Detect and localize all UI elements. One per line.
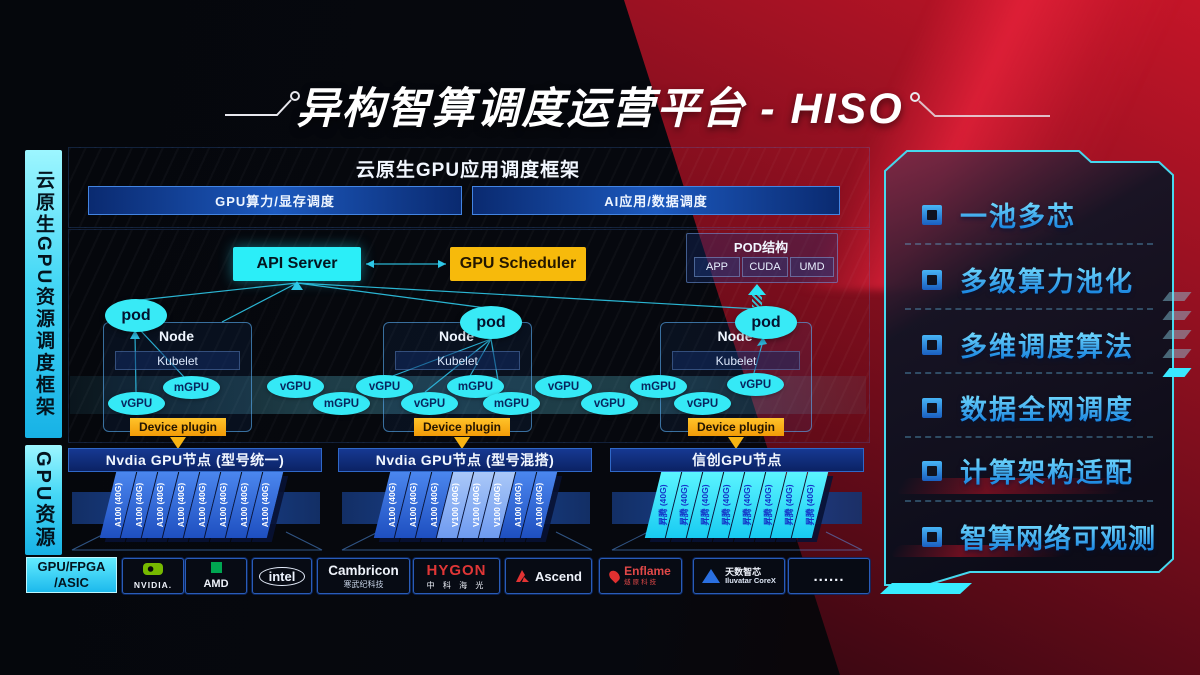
panel-accent-bar — [880, 583, 972, 594]
features-panel-frame — [884, 150, 1174, 586]
rail-gpu-resources: GPU资源 — [25, 445, 62, 555]
gpu-scheduler-box: GPU Scheduler — [450, 247, 586, 281]
gpu-group-header-3: 信创GPU节点 — [610, 448, 864, 472]
square-bullet-icon — [922, 269, 942, 290]
feature-separator — [905, 308, 1153, 310]
chip-line2: /ASIC — [54, 575, 89, 590]
device-plugin-3: Device plugin — [688, 418, 784, 436]
down-arrow-icon — [170, 437, 186, 449]
pod-structure-title: POD结构 — [733, 240, 789, 255]
pod-structure-box — [686, 233, 838, 283]
ai-app-data-scheduling-bar: AI应用/数据调度 — [472, 186, 840, 215]
feature-item: 一池多芯 — [922, 195, 1076, 234]
vendor-amd: AMD — [185, 558, 247, 594]
gpu-ellipse: mGPU — [630, 375, 687, 398]
circuit-decoration-right — [910, 92, 1050, 117]
gpu-ellipse: mGPU — [447, 375, 504, 398]
square-bullet-icon — [922, 334, 942, 355]
pod-cell-app: APP — [694, 257, 740, 277]
down-arrow-icon — [728, 437, 744, 449]
feature-item: 数据全网调度 — [922, 388, 1134, 427]
gpu-ellipse: vGPU — [108, 392, 165, 415]
kubelet-bar-1: Kubelet — [115, 351, 240, 370]
circuit-decoration-left — [225, 91, 300, 116]
pod-cell-umd: UMD — [790, 257, 834, 277]
pod-cell-cuda: CUDA — [742, 257, 788, 277]
iluvatar-triangle-icon — [702, 569, 721, 583]
vendor-intel: intel — [252, 558, 312, 594]
square-bullet-icon — [922, 397, 942, 418]
gpu-ellipse: vGPU — [267, 375, 324, 398]
pod-ellipse-1: pod — [105, 299, 167, 332]
pod-up-arrow-icon — [748, 284, 766, 295]
feature-separator — [905, 500, 1153, 502]
square-bullet-icon — [922, 460, 942, 481]
feature-separator — [905, 243, 1153, 245]
nvidia-eye-icon — [143, 562, 163, 575]
kubelet-bar-2: Kubelet — [395, 351, 520, 370]
gpu-ellipse: vGPU — [581, 392, 638, 415]
gpu-ellipse: vGPU — [727, 373, 784, 396]
vendor-more: ...... — [788, 558, 870, 594]
device-plugin-2: Device plugin — [414, 418, 510, 436]
gpu-ellipse: vGPU — [535, 375, 592, 398]
gpu-ellipse: vGPU — [401, 392, 458, 415]
pod-ellipse-3: pod — [735, 306, 797, 339]
intel-oval-logo: intel — [258, 566, 306, 586]
vendor-iluvatar: 天数智芯 Iluvatar CoreX — [693, 558, 785, 594]
device-plugin-1: Device plugin — [130, 418, 226, 436]
gpu-compute-vram-scheduling-bar: GPU算力/显存调度 — [88, 186, 462, 215]
chip-line1: GPU/FPGA — [37, 558, 106, 574]
vendor-enflame: Enflame 燧原科技 — [599, 558, 682, 594]
chip-gpu-fpga-asic: GPU/FPGA /ASIC — [26, 557, 117, 593]
down-arrow-icon — [454, 437, 470, 449]
feature-separator — [905, 372, 1153, 374]
amd-square-icon — [210, 562, 222, 573]
gpu-ellipse: vGPU — [674, 392, 731, 415]
kubelet-bar-3: Kubelet — [672, 351, 800, 370]
pod-ellipse-2: pod — [460, 306, 522, 339]
rail-cloud-native-gpu-framework: 云原生GPU资源调度框架 — [25, 150, 62, 438]
square-bullet-icon — [922, 204, 942, 225]
gpu-ellipse: vGPU — [356, 375, 413, 398]
flame-icon — [607, 568, 623, 584]
scheduler-panel-header: 云原生GPU应用调度框架 — [355, 160, 581, 181]
gpu-ellipse: mGPU — [163, 376, 220, 399]
feature-separator — [905, 436, 1153, 438]
vendor-ascend: Ascend — [505, 558, 592, 594]
pod-up-arrow-stem — [752, 295, 762, 307]
gpu-ellipse: mGPU — [313, 392, 370, 415]
page-title: 异构智算调度运营平台 - HISO — [296, 85, 904, 133]
feature-item: 智算网络可观测 — [922, 517, 1156, 556]
ascend-mark-icon — [516, 570, 530, 582]
feature-item: 计算架构适配 — [922, 451, 1134, 490]
gpu-ellipse: mGPU — [483, 392, 540, 415]
vendor-cambricon: Cambricon 寒武纪科技 — [317, 558, 410, 594]
square-bullet-icon — [922, 526, 942, 547]
feature-item: 多维调度算法 — [922, 325, 1134, 364]
vendor-nvidia: NVIDIA. — [122, 558, 184, 594]
vendor-hygon: HYGON 中 科 海 光 — [413, 558, 500, 594]
node-title-1: Node — [159, 328, 194, 344]
api-server-box: API Server — [233, 247, 361, 281]
gpu-group-header-1: Nvdia GPU节点 (型号统一) — [68, 448, 322, 472]
feature-item: 多级算力池化 — [922, 260, 1134, 299]
gpu-group-header-2: Nvdia GPU节点 (型号混搭) — [338, 448, 592, 472]
